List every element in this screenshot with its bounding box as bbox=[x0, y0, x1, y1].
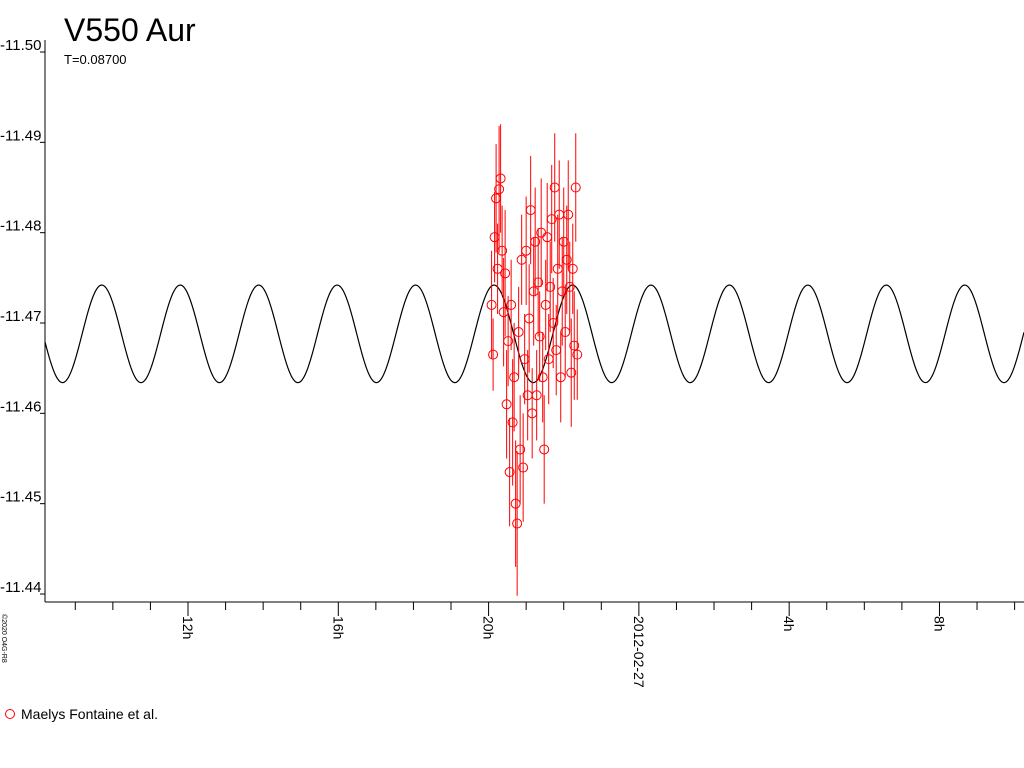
y-tick-label: -11.49 bbox=[0, 127, 41, 144]
data-point bbox=[500, 268, 511, 279]
y-tick-label: -11.44 bbox=[0, 579, 41, 596]
data-point bbox=[510, 498, 521, 509]
data-point bbox=[503, 336, 514, 347]
data-point bbox=[491, 193, 502, 204]
data-point bbox=[552, 263, 563, 274]
data-point bbox=[524, 313, 535, 324]
data-point bbox=[534, 331, 545, 342]
data-point bbox=[546, 214, 557, 225]
data-point bbox=[516, 254, 527, 265]
data-point bbox=[494, 184, 505, 195]
data-point bbox=[504, 467, 515, 478]
data-point bbox=[528, 286, 539, 297]
legend-marker bbox=[5, 709, 15, 719]
data-point bbox=[531, 390, 542, 401]
data-point bbox=[489, 232, 500, 243]
y-tick-label: -11.45 bbox=[0, 489, 41, 506]
data-point bbox=[569, 340, 580, 351]
data-point bbox=[506, 299, 517, 310]
data-point bbox=[515, 444, 526, 455]
data-point bbox=[507, 417, 518, 428]
data-point bbox=[564, 281, 575, 292]
data-point bbox=[497, 245, 508, 256]
x-tick-label: 16h bbox=[330, 616, 346, 639]
y-tick-label: -11.50 bbox=[0, 37, 41, 54]
data-point bbox=[488, 349, 499, 360]
y-tick-label: -11.47 bbox=[0, 308, 41, 325]
period-label: T=0.08700 bbox=[64, 52, 127, 67]
copyright: ©2020 O4G-R8 bbox=[0, 614, 8, 663]
data-point bbox=[551, 345, 562, 356]
x-tick-label: 2012-02-27 bbox=[631, 616, 647, 688]
data-point bbox=[512, 518, 523, 529]
data-point bbox=[501, 399, 512, 410]
model-curve bbox=[44, 284, 1024, 384]
data-point bbox=[495, 173, 506, 184]
x-tick-label: 4h bbox=[781, 616, 797, 632]
data-point bbox=[518, 462, 529, 473]
data-point bbox=[537, 372, 548, 383]
chart-title: V550 Aur bbox=[64, 12, 196, 48]
legend-label: Maelys Fontaine et al. bbox=[21, 706, 158, 722]
data-point bbox=[558, 236, 569, 247]
data-point bbox=[570, 182, 581, 193]
x-tick-label: 8h bbox=[931, 616, 947, 632]
data-point bbox=[533, 277, 544, 288]
y-tick-label: -11.48 bbox=[0, 218, 41, 235]
data-point bbox=[525, 205, 536, 216]
data-point bbox=[542, 232, 553, 243]
y-tick-label: -11.46 bbox=[0, 398, 41, 415]
data-point bbox=[486, 299, 497, 310]
data-point bbox=[540, 299, 551, 310]
data-point bbox=[539, 444, 550, 455]
x-tick-label: 20h bbox=[481, 616, 497, 639]
data-point bbox=[530, 236, 541, 247]
x-tick-label: 12h bbox=[180, 616, 196, 639]
data-point bbox=[509, 372, 520, 383]
data-point bbox=[543, 354, 554, 365]
data-point bbox=[557, 286, 568, 297]
data-point bbox=[548, 318, 559, 328]
data-point bbox=[572, 349, 583, 360]
data-point bbox=[566, 367, 577, 378]
data-point bbox=[549, 182, 560, 193]
data-point bbox=[560, 327, 571, 338]
data-point bbox=[492, 263, 503, 274]
data-point bbox=[519, 354, 530, 365]
data-point bbox=[513, 327, 524, 338]
data-point bbox=[527, 408, 538, 419]
data-point bbox=[545, 281, 556, 292]
data-point bbox=[567, 263, 578, 274]
data-point bbox=[563, 209, 574, 220]
data-point bbox=[555, 372, 566, 383]
data-point bbox=[561, 254, 572, 265]
data-point bbox=[498, 307, 509, 318]
data-point bbox=[521, 245, 532, 256]
